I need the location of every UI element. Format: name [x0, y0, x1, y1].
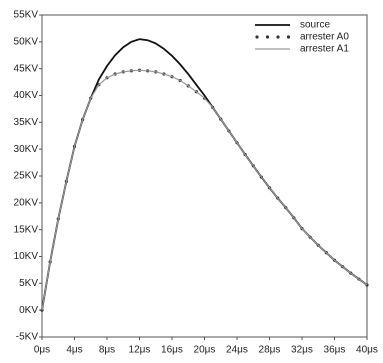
legend-label: arrester A0	[300, 32, 349, 43]
y-tick-label: 0KV	[19, 305, 38, 316]
legend-label: arrester A1	[300, 44, 349, 55]
y-tick-label: 35KV	[14, 117, 39, 128]
y-tick-label: 45KV	[14, 63, 39, 74]
x-tick-label: 32μs	[291, 345, 313, 356]
x-tick-label: 16μs	[161, 345, 183, 356]
x-tick-label: 28μs	[259, 345, 281, 356]
y-tick-label: 55KV	[14, 10, 39, 21]
y-tick-label: 5KV	[19, 278, 38, 289]
y-tick-label: 10KV	[14, 251, 39, 262]
y-tick-label: -5KV	[16, 332, 39, 343]
series-line	[41, 69, 368, 311]
legend-swatch	[265, 35, 270, 39]
plot-frame	[41, 14, 368, 338]
x-tick-label: 36μs	[324, 345, 346, 356]
y-tick-label: 25KV	[14, 171, 39, 182]
x-tick-label: 4μs	[66, 345, 82, 356]
legend-swatch	[276, 35, 280, 39]
y-tick-label: 30KV	[14, 144, 39, 155]
x-tick-label: 12μs	[129, 345, 151, 356]
y-tick-label: 50KV	[14, 36, 39, 47]
x-tick-label: 8μs	[99, 345, 115, 356]
x-tick-label: 20μs	[194, 345, 216, 356]
y-tick-label: 40KV	[14, 90, 39, 101]
x-tick-label: 24μs	[226, 345, 248, 356]
legend-swatch	[255, 35, 259, 39]
legend-label: source	[300, 20, 330, 31]
x-tick-label: 0μs	[34, 345, 50, 356]
x-tick-label: 40μs	[356, 345, 378, 356]
y-tick-label: 20KV	[14, 197, 39, 208]
legend-swatch	[286, 35, 291, 39]
series-line	[41, 38, 368, 311]
y-tick-label: 15KV	[14, 224, 39, 235]
